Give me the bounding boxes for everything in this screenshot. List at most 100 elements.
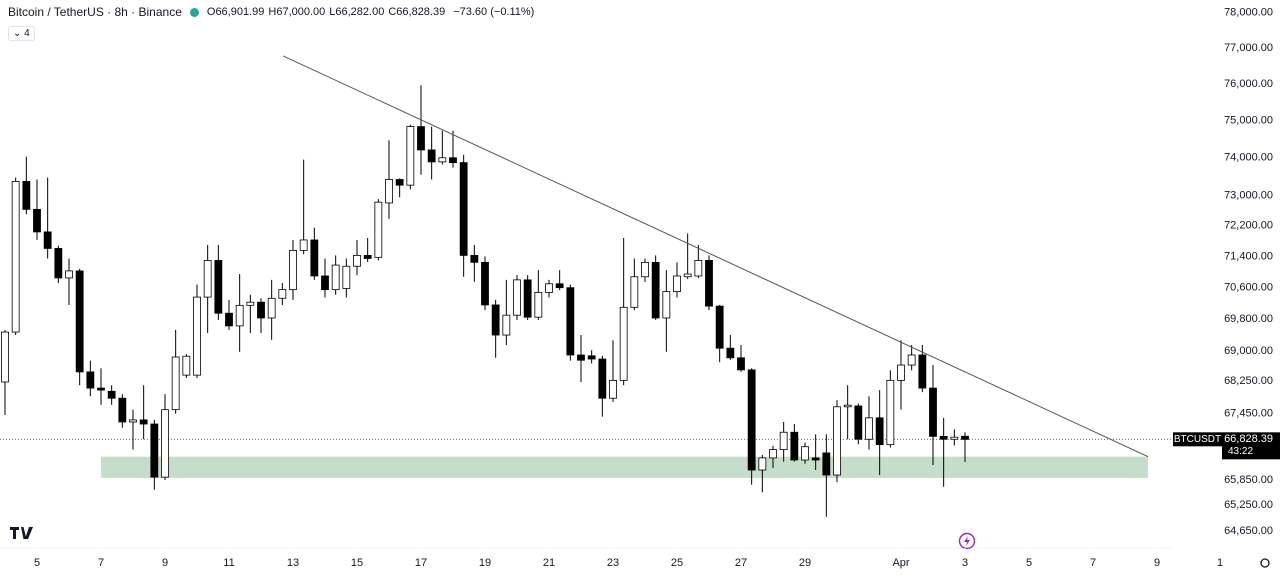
candle-body <box>683 273 692 278</box>
candle-body <box>267 297 276 319</box>
y-tick-label: 76,000.00 <box>1224 78 1273 90</box>
candle-body <box>555 283 564 289</box>
candle-body <box>289 249 297 291</box>
candle-body <box>406 126 415 186</box>
ohlc-value: 66,282.00 <box>335 6 385 18</box>
symbol-title[interactable]: Bitcoin / TetherUS · 8h · Binance <box>8 5 182 19</box>
candle-body <box>54 248 63 279</box>
x-tick-label: 25 <box>671 557 683 569</box>
candle-body <box>118 397 127 423</box>
candle-body <box>129 419 137 423</box>
x-tick-label: 29 <box>799 557 811 569</box>
icon-bolt <box>964 536 970 546</box>
x-tick-label: 23 <box>607 557 619 569</box>
candle-body <box>171 356 180 411</box>
candle-body <box>790 431 799 461</box>
candle-body <box>182 355 191 376</box>
candle-body <box>577 354 585 361</box>
candle-body <box>609 379 617 399</box>
x-tick-label: 5 <box>1026 557 1032 569</box>
y-tick-label: 70,600.00 <box>1224 282 1273 294</box>
candle-body <box>566 287 575 356</box>
candle-body <box>246 301 255 306</box>
y-tick-label: 64,650.00 <box>1224 525 1273 537</box>
x-tick-label: 9 <box>162 557 168 569</box>
candle-body <box>950 436 959 440</box>
candle-body <box>470 255 479 263</box>
tv-logo[interactable] <box>10 527 33 539</box>
x-tick-label: 7 <box>1090 557 1096 569</box>
ohlc-value: 67,000.00 <box>276 6 326 18</box>
icon-circle <box>958 532 976 550</box>
candle-body <box>1 331 9 383</box>
candle-body <box>438 157 447 163</box>
candle-body <box>822 452 831 476</box>
x-tick-label: 19 <box>479 557 491 569</box>
footer-label[interactable]: 1 <box>1217 557 1223 569</box>
y-tick-label: 73,000.00 <box>1224 189 1273 201</box>
candle-body <box>65 270 73 279</box>
x-tick-label: 7 <box>98 557 104 569</box>
candle-body <box>278 289 287 299</box>
y-tick-label: 74,000.00 <box>1224 152 1273 164</box>
candle-body <box>811 457 820 461</box>
replay-icon[interactable] <box>958 532 976 550</box>
candle-body <box>769 449 777 459</box>
status-dot <box>189 7 199 17</box>
candle-body <box>353 255 361 267</box>
candle-body <box>417 126 425 151</box>
candle-body <box>150 423 159 478</box>
candle-body <box>427 149 436 163</box>
candle-body <box>886 379 895 446</box>
candle-body <box>363 255 372 259</box>
indicator-count: 4 <box>24 28 30 39</box>
candle-body <box>342 265 351 289</box>
icon-gear <box>1260 558 1270 568</box>
candle-body <box>33 208 41 233</box>
y-tick-label: 78,000.00 <box>1224 6 1273 18</box>
candle-body <box>481 261 489 306</box>
candle-body <box>843 404 852 408</box>
candle-body <box>459 162 468 256</box>
countdown: 43:22 <box>1228 446 1253 457</box>
ohlc-key: C <box>388 6 397 18</box>
ohlc-key: H <box>268 6 277 18</box>
settings-icon[interactable] <box>1260 558 1270 568</box>
y-tick-label: 71,400.00 <box>1224 250 1273 262</box>
candle-body <box>747 369 756 471</box>
x-tick-label: 3 <box>962 557 968 569</box>
candle-body <box>86 371 95 389</box>
candle-body <box>502 314 511 336</box>
ohlc-value: 66,901.99 <box>215 6 265 18</box>
x-tick-label: 21 <box>543 557 555 569</box>
candle-body <box>235 304 244 327</box>
candle-body <box>758 457 767 471</box>
ohlc-value: 66,828.39 <box>396 6 446 18</box>
candle-body <box>587 355 596 360</box>
candle-body <box>97 387 105 391</box>
candle-body <box>694 260 703 277</box>
candle-body <box>897 364 905 381</box>
candle-body <box>299 239 308 251</box>
candle-body <box>43 231 52 249</box>
y-tick-label: 67,450.00 <box>1224 408 1273 420</box>
candle-body <box>833 406 841 476</box>
candle-body <box>715 305 724 349</box>
candle-body <box>139 419 148 425</box>
candle-body <box>257 301 265 319</box>
indicator-toggle[interactable]: ⌄ 4 <box>8 26 35 41</box>
support-zone <box>101 456 1149 478</box>
candle-body <box>961 435 969 440</box>
candle-body <box>907 354 916 366</box>
candle-body <box>865 417 873 440</box>
candle-body <box>630 276 639 308</box>
x-tick-label: 13 <box>287 557 299 569</box>
candle-body <box>801 446 809 461</box>
y-tick-label: 65,250.00 <box>1224 499 1273 511</box>
candle-body <box>107 390 116 399</box>
y-tick-label: 72,200.00 <box>1224 220 1273 232</box>
